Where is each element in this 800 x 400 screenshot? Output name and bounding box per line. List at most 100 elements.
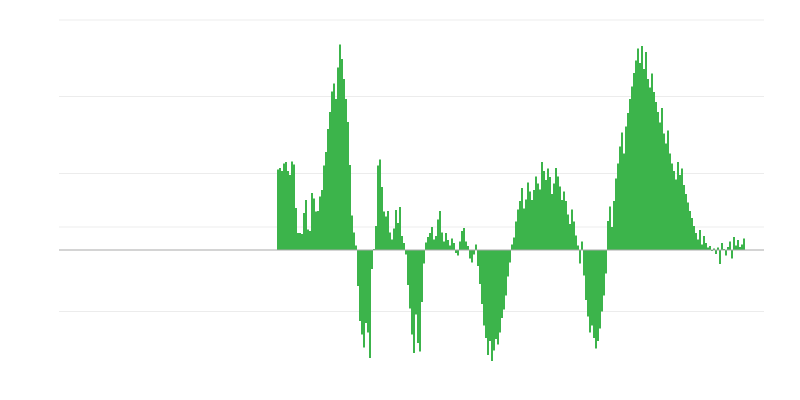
bar: [469, 250, 471, 259]
bar: [281, 171, 283, 250]
bar: [363, 250, 365, 348]
bar: [339, 44, 341, 251]
bar: [455, 250, 457, 253]
bar: [579, 250, 581, 264]
bar: [321, 190, 323, 250]
bar: [693, 226, 695, 250]
bar: [597, 250, 599, 341]
bar: [511, 244, 513, 250]
bar: [743, 238, 745, 250]
bar: [657, 112, 659, 250]
bar: [395, 210, 397, 250]
bar: [703, 236, 705, 250]
bar: [491, 250, 493, 361]
bar: [381, 187, 383, 250]
bar: [283, 163, 285, 250]
bar: [605, 250, 607, 274]
bar: [335, 98, 337, 250]
bar: [559, 186, 561, 250]
bar: [569, 223, 571, 250]
bar: [691, 217, 693, 250]
bar: [459, 241, 461, 250]
bar: [535, 176, 537, 250]
bar: [361, 250, 363, 335]
bar: [453, 243, 455, 250]
bar: [393, 228, 395, 250]
bar: [717, 247, 719, 250]
bar: [345, 98, 347, 250]
bar: [741, 244, 743, 250]
bar: [341, 59, 343, 250]
bar: [503, 250, 505, 310]
bar: [647, 79, 649, 251]
bar: [673, 171, 675, 250]
bar: [531, 200, 533, 250]
bar: [493, 250, 495, 351]
bar: [355, 245, 357, 250]
bar: [649, 87, 651, 250]
bar: [705, 243, 707, 250]
bar: [431, 227, 433, 250]
bar: [295, 208, 297, 250]
bar: [309, 230, 311, 250]
bar: [441, 232, 443, 250]
bar: [607, 220, 609, 250]
bar: [351, 215, 353, 250]
bar: [337, 67, 339, 251]
bar: [683, 184, 685, 250]
bar: [409, 250, 411, 309]
bar: [507, 250, 509, 277]
bar: [501, 250, 503, 319]
bar: [645, 52, 647, 251]
bar: [549, 177, 551, 250]
bar: [591, 250, 593, 326]
bar: [589, 250, 591, 333]
bar: [297, 232, 299, 250]
bar: [713, 248, 715, 250]
bar: [489, 250, 491, 341]
bar: [387, 210, 389, 250]
bar: [333, 83, 335, 250]
bar: [677, 161, 679, 250]
bar: [383, 211, 385, 250]
bar: [721, 243, 723, 250]
bar: [529, 191, 531, 250]
bar: [449, 245, 451, 250]
bar: [465, 241, 467, 250]
bar: [725, 250, 727, 256]
bar: [635, 60, 637, 251]
bar: [687, 202, 689, 250]
bar: [307, 229, 309, 250]
bar: [715, 250, 717, 254]
bar: [413, 250, 415, 354]
bar: [499, 250, 501, 333]
bar: [371, 250, 373, 269]
bar: [671, 163, 673, 250]
bar: [533, 190, 535, 250]
bar: [367, 250, 369, 333]
bar: [655, 102, 657, 251]
bar: [659, 122, 661, 250]
bar: [685, 194, 687, 250]
bar: [665, 143, 667, 250]
bar: [571, 209, 573, 250]
bar: [471, 250, 473, 263]
bar: [477, 250, 479, 267]
bar: [729, 241, 731, 250]
bar: [661, 108, 663, 251]
bar: [451, 238, 453, 250]
bar: [291, 161, 293, 250]
bar: [613, 200, 615, 250]
bar: [527, 182, 529, 250]
bar: [543, 171, 545, 250]
bar: [349, 164, 351, 250]
bar: [285, 161, 287, 250]
bar: [329, 112, 331, 250]
bar: [581, 241, 583, 250]
bar: [403, 243, 405, 250]
bar: [475, 244, 477, 250]
bar: [287, 171, 289, 250]
bar: [389, 232, 391, 250]
bar: [391, 239, 393, 250]
bar: [293, 164, 295, 250]
